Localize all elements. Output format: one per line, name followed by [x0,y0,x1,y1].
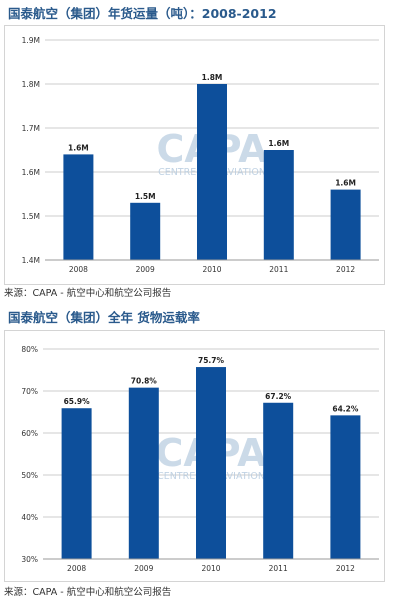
y-tick-label: 50% [21,471,38,480]
y-tick-label: 70% [21,387,38,396]
y-tick-label: 1.7M [22,124,40,133]
y-tick-label: 40% [21,513,38,522]
data-label: 70.8% [131,377,158,386]
y-tick-label: 1.8M [22,80,40,89]
bar-2010 [196,367,226,559]
x-tick-label: 2011 [269,564,288,573]
chart-2-source: 来源：CAPA - 航空中心和航空公司报告 [4,587,172,598]
chart-2-title: 国泰航空（集团）全年 货物运载率 [8,310,200,325]
x-tick-label: 2009 [134,564,153,573]
chart-1-source: 来源：CAPA - 航空中心和航空公司报告 [4,288,172,299]
data-label: 1.5M [135,192,156,201]
data-label: 65.9% [64,397,91,406]
y-tick-label: 1.5M [22,212,40,221]
chart-1: 1.4M1.5M1.6M1.7M1.8M1.9MCAPACENTRE FOR A… [4,25,385,285]
bar-2008 [63,154,94,260]
bar-2012 [330,415,361,559]
y-tick-label: 60% [21,429,38,438]
x-tick-label: 2008 [69,265,88,274]
data-label: 1.6M [68,143,89,152]
data-label: 1.8M [202,73,223,82]
y-tick-label: 1.9M [22,36,40,45]
bar-2012 [330,189,361,260]
bar-2011 [263,402,294,559]
data-label: 1.6M [268,139,289,148]
y-tick-label: 1.6M [22,168,40,177]
data-label: 1.6M [335,179,356,188]
y-tick-label: 1.4M [22,256,40,265]
bar-2009 [128,387,159,559]
y-tick-label: 30% [21,555,38,564]
x-tick-label: 2011 [269,265,288,274]
chart-2-plot: 30%40%50%60%70%80%CAPACENTRE FOR AVIATIO… [21,345,379,573]
bar-2008 [61,408,92,559]
bar-2010 [197,84,227,260]
data-label: 75.7% [198,356,225,365]
y-tick-label: 80% [21,345,38,354]
chart-1-plot: 1.4M1.5M1.6M1.7M1.8M1.9MCAPACENTRE FOR A… [22,36,379,274]
x-tick-label: 2012 [336,265,355,274]
data-label: 67.2% [265,392,292,401]
chart-1-title: 国泰航空（集团）年货运量（吨）：2008-2012 [8,6,277,21]
data-label: 64.2% [332,404,359,413]
bar-2011 [263,150,294,260]
x-tick-label: 2010 [201,564,220,573]
bar-2009 [130,202,161,260]
x-tick-label: 2012 [336,564,355,573]
chart-2: 30%40%50%60%70%80%CAPACENTRE FOR AVIATIO… [4,330,385,582]
x-tick-label: 2010 [202,265,221,274]
x-tick-label: 2008 [67,564,86,573]
x-tick-label: 2009 [136,265,155,274]
